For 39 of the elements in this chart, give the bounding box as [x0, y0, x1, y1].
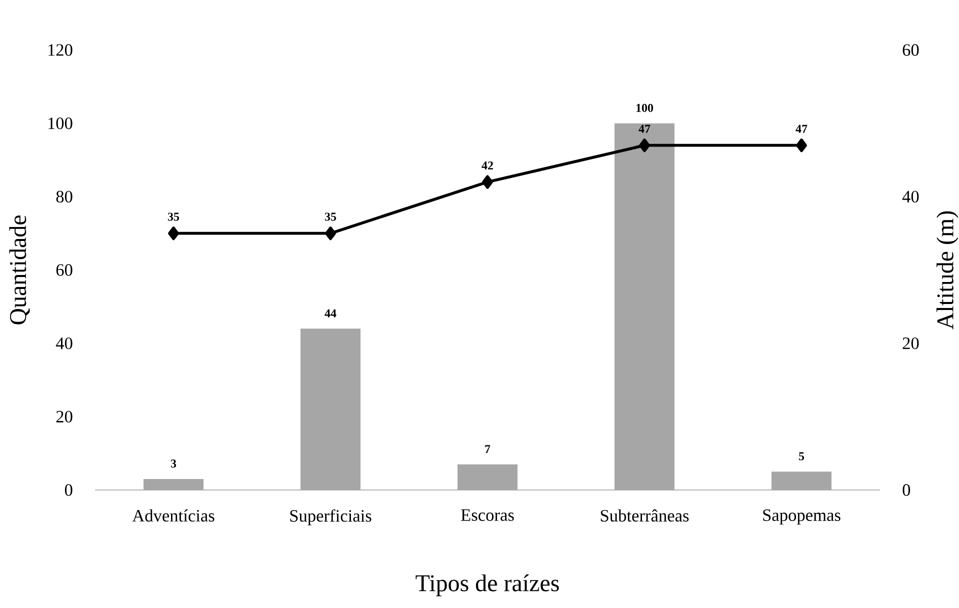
data-label: 7 [485, 445, 490, 453]
data-label: 35 [168, 212, 180, 221]
bar [300, 328, 361, 490]
point [639, 138, 650, 152]
data-label: 44 [324, 309, 336, 318]
x-tick-label: Subterrâneas [600, 509, 689, 522]
y-tick-label: 60 [56, 264, 72, 276]
x-tick-label: Adventícias [132, 509, 214, 522]
x-tick-label: Superficiais [290, 509, 372, 526]
bar [772, 472, 832, 490]
point [482, 175, 493, 189]
y2-tick-label: 60 [902, 44, 919, 56]
y-tick-label: 20 [56, 410, 72, 423]
y-tick-label: 40 [56, 337, 72, 350]
data-label: 47 [796, 124, 808, 133]
x-tick-label: Escoras [461, 509, 514, 521]
bar [144, 479, 204, 490]
bar [614, 123, 675, 490]
x-tick-label: Sapopemas [763, 509, 840, 525]
data-label: 35 [324, 212, 336, 221]
point [168, 226, 179, 240]
bar [458, 464, 518, 490]
data-label: 5 [798, 452, 804, 460]
y2-tick-label: 0 [902, 484, 910, 496]
y2-axis-title: Altitude (m) [936, 211, 958, 330]
y-tick-label: 100 [48, 117, 72, 130]
y-axis-title: Quantidade [9, 216, 30, 324]
y-tick-label: 80 [56, 190, 72, 203]
data-label: 100 [636, 104, 654, 112]
y-tick-label: 0 [64, 484, 72, 496]
y2-tick-label: 20 [902, 337, 919, 350]
x-axis-title: Tipos de raízes [416, 574, 559, 596]
y-tick-label: 120 [48, 44, 72, 56]
point [796, 138, 807, 152]
data-label: 3 [170, 460, 176, 468]
data-label: 42 [482, 161, 493, 170]
point [325, 226, 336, 240]
data-label: 47 [638, 124, 650, 133]
y2-tick-label: 40 [902, 190, 919, 203]
